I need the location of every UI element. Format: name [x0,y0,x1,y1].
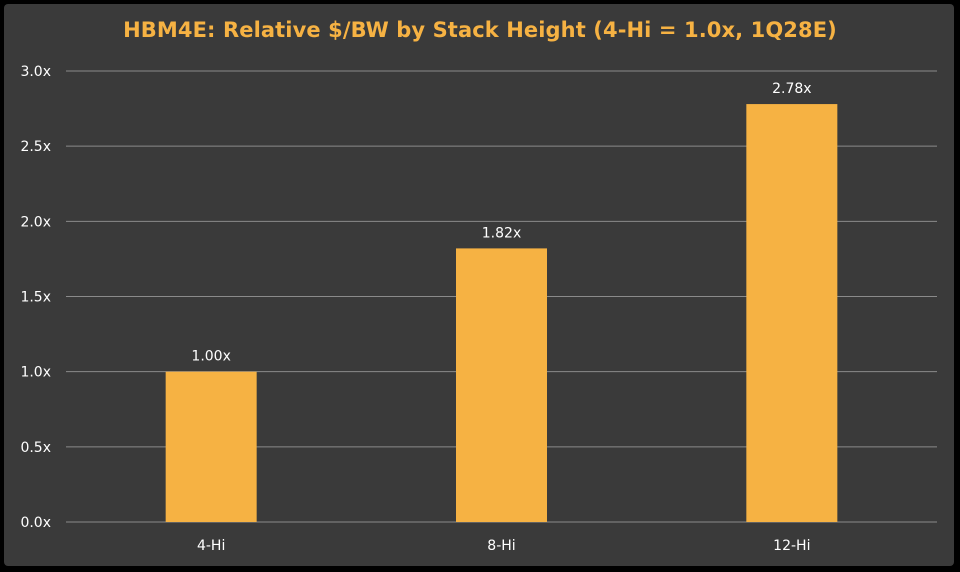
x-tick-label: 8-Hi [487,538,515,554]
data-labels: 1.00x 1.82x 2.78x [191,81,811,365]
bar-8-hi [456,248,547,523]
x-tick-label: 12-Hi [773,538,810,554]
chart-title: HBM4E: Relative $/BW by Stack Height (4-… [123,18,837,42]
y-tick-label: 1.0x [20,365,51,381]
data-label: 2.78x [772,81,811,97]
x-axis-tick-labels: 4-Hi 8-Hi 12-Hi [197,538,811,554]
y-tick-label: 3.0x [20,64,51,80]
bar-4-hi [165,371,257,522]
y-axis-tick-labels: 0.0x 0.5x 1.0x 1.5x 2.0x 2.5x 3.0x [20,64,51,531]
y-tick-label: 0.5x [20,440,51,456]
data-label: 1.00x [191,349,230,365]
y-tick-label: 2.5x [20,139,51,155]
bar-12-hi [746,104,838,522]
y-tick-label: 0.0x [20,515,51,531]
x-tick-label: 4-Hi [197,538,225,554]
y-tick-label: 1.5x [20,290,51,306]
data-label: 1.82x [482,225,521,241]
y-tick-label: 2.0x [20,214,51,230]
bars [165,104,838,523]
